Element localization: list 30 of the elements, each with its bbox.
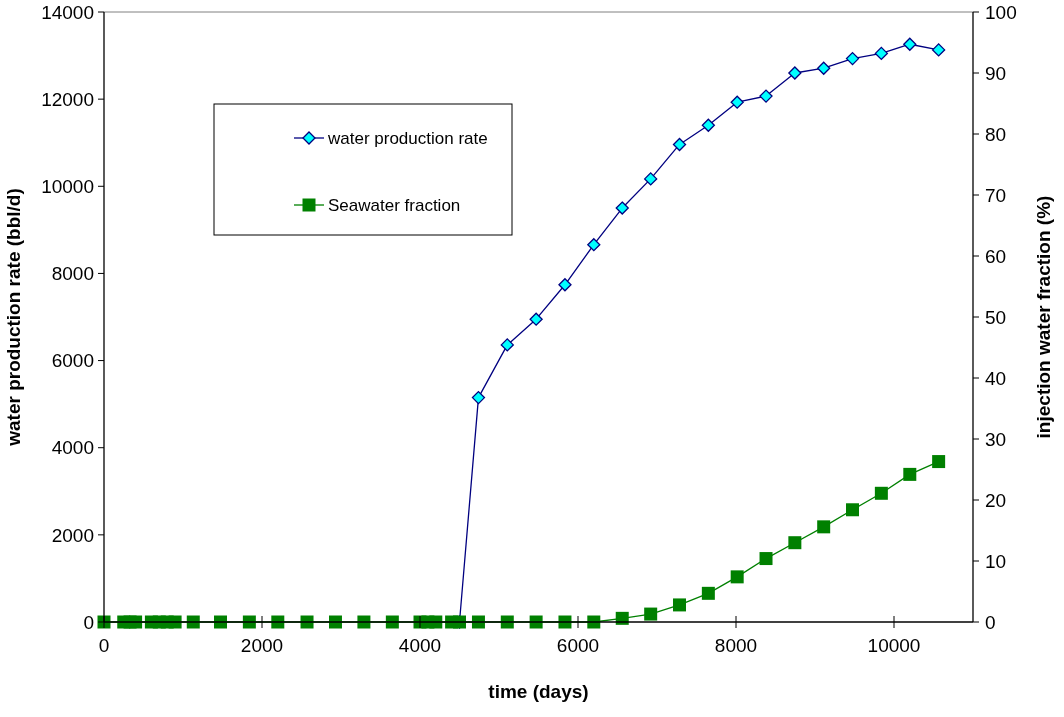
y2-tick-label: 60: [985, 245, 1007, 267]
y2-tick-label: 20: [985, 489, 1007, 511]
y2-tick-label: 100: [985, 1, 1017, 23]
x-tick-label: 4000: [398, 635, 442, 656]
x-tick-label: 10000: [867, 635, 921, 656]
x-tick-label: 6000: [556, 635, 600, 656]
y-tick-label: 6000: [51, 350, 94, 372]
y-tick-label: 14000: [41, 1, 94, 23]
y-axis-title: water production rate (bbl/d): [3, 188, 24, 447]
legend-label: water production rate: [327, 128, 488, 148]
y-tick-label: 4000: [51, 437, 94, 459]
y2-axis-title: injection water fraction (%): [1033, 195, 1055, 439]
y2-tick-label: 30: [985, 428, 1007, 450]
legend-label: Seawater fraction: [328, 195, 461, 215]
y-tick-label: 12000: [41, 88, 94, 110]
y2-tick-label: 0: [985, 611, 996, 633]
y-tick-label: 2000: [51, 524, 94, 546]
x-tick-label: 2000: [240, 635, 284, 656]
x-tick-label: 0: [98, 635, 110, 656]
y-tick-label: 8000: [51, 263, 94, 285]
y2-tick-label: 10: [985, 550, 1007, 572]
y-tick-label: 10000: [41, 175, 94, 197]
y-tick-label: 0: [83, 611, 94, 633]
x-tick-label: 8000: [714, 635, 758, 656]
y2-tick-label: 70: [985, 184, 1007, 206]
y2-tick-label: 90: [985, 62, 1007, 84]
y2-tick-label: 40: [985, 367, 1007, 389]
y2-tick-label: 50: [985, 306, 1007, 328]
x-axis-title: time (days): [488, 681, 589, 702]
y2-tick-label: 80: [985, 123, 1007, 145]
